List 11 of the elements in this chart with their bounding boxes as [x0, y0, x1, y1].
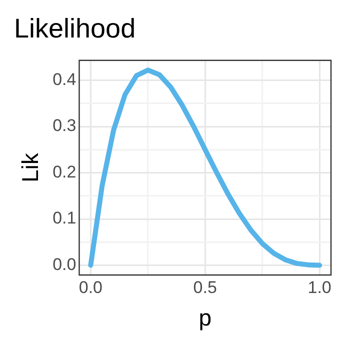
y-tick-label: 0.0 [52, 254, 76, 274]
y-tick-label: 0.3 [52, 116, 76, 136]
y-tick-label: 0.4 [52, 70, 76, 89]
x-tick-label: 1.0 [308, 278, 332, 297]
y-axis-title: Lik [17, 152, 44, 182]
x-tick-label: 0.0 [78, 278, 102, 297]
x-axis-title: p [198, 304, 212, 331]
y-tick-label: 0.2 [52, 162, 76, 182]
x-tick-label: 0.5 [193, 278, 217, 297]
y-tick-label: 0.1 [52, 208, 76, 228]
chart-title: Likelihood [14, 14, 136, 44]
